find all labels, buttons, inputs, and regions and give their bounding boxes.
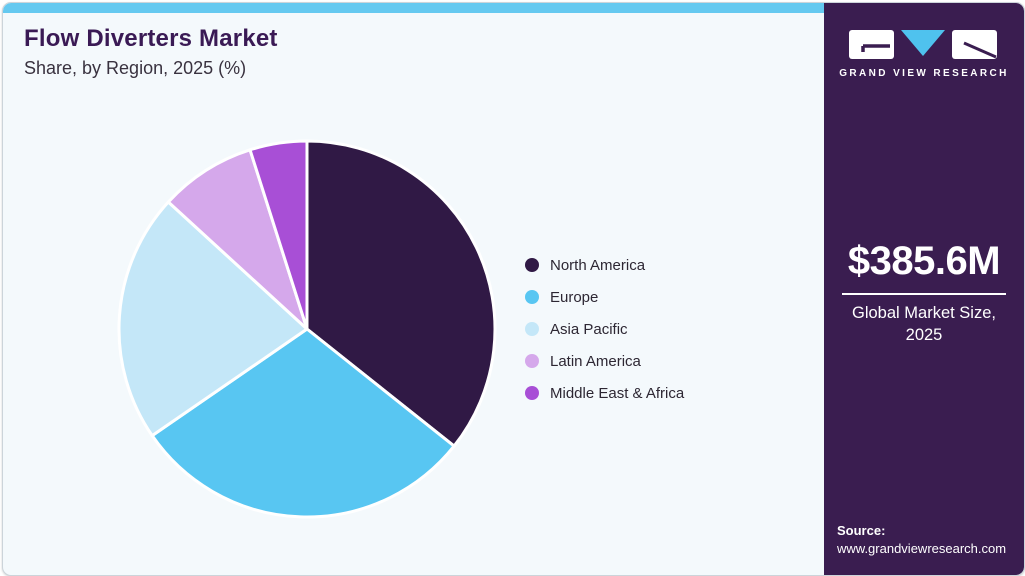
legend-label: Europe: [550, 288, 599, 306]
pie-chart: [117, 139, 497, 519]
market-size-caption: Global Market Size, 2025: [852, 304, 996, 344]
legend-dot-icon: [525, 290, 539, 304]
page-title: Flow Diverters Market: [24, 25, 278, 52]
pie-slice-middle-east-africa: [248, 139, 309, 331]
pie-slice-latin-america: [166, 148, 309, 331]
sidebar: GRAND VIEW RESEARCH $385.6M Global Marke…: [824, 3, 1024, 575]
brand-name: GRAND VIEW RESEARCH: [839, 68, 1009, 79]
pie-slice-asia-pacific: [117, 200, 309, 438]
gvr-logo-icon: [849, 30, 997, 59]
divider: [842, 293, 1006, 295]
legend-item-europe: Europe: [525, 287, 684, 307]
source-url[interactable]: www.grandviewresearch.com: [837, 540, 1007, 556]
source-block: Source: www.grandviewresearch.com: [837, 522, 1006, 558]
legend-item-north-america: North America: [525, 255, 684, 275]
brand-logo: GRAND VIEW RESEARCH: [824, 3, 1024, 79]
legend-label: Latin America: [550, 352, 641, 370]
legend-dot-icon: [525, 322, 539, 336]
pie-slice-north-america: [305, 139, 497, 448]
top-accent-bar: [3, 3, 824, 13]
legend-dot-icon: [525, 258, 539, 272]
legend-item-latin-america: Latin America: [525, 351, 684, 371]
market-size-value: $385.6M: [847, 239, 1001, 283]
source-label: Source:: [837, 522, 886, 538]
legend-label: Middle East & Africa: [550, 384, 685, 402]
legend-label: Asia Pacific: [550, 320, 628, 338]
pie-chart-container: [107, 129, 507, 529]
chart-legend: North America Europe Asia Pacific Latin Ame…: [525, 255, 684, 415]
legend-item-asia-pacific: Asia Pacific: [525, 319, 684, 339]
legend-item-middle-east-africa: Middle East & Africa: [525, 383, 684, 403]
chart-header: Flow Diverters Market Share, by Region, …: [24, 25, 278, 79]
legend-dot-icon: [525, 354, 539, 368]
pie-slice-europe: [150, 327, 456, 519]
page-subtitle: Share, by Region, 2025 (%): [24, 58, 247, 78]
market-size-block: $385.6M Global Market Size, 2025: [824, 239, 1024, 347]
legend-dot-icon: [525, 386, 539, 400]
legend-label: North America: [550, 256, 646, 274]
